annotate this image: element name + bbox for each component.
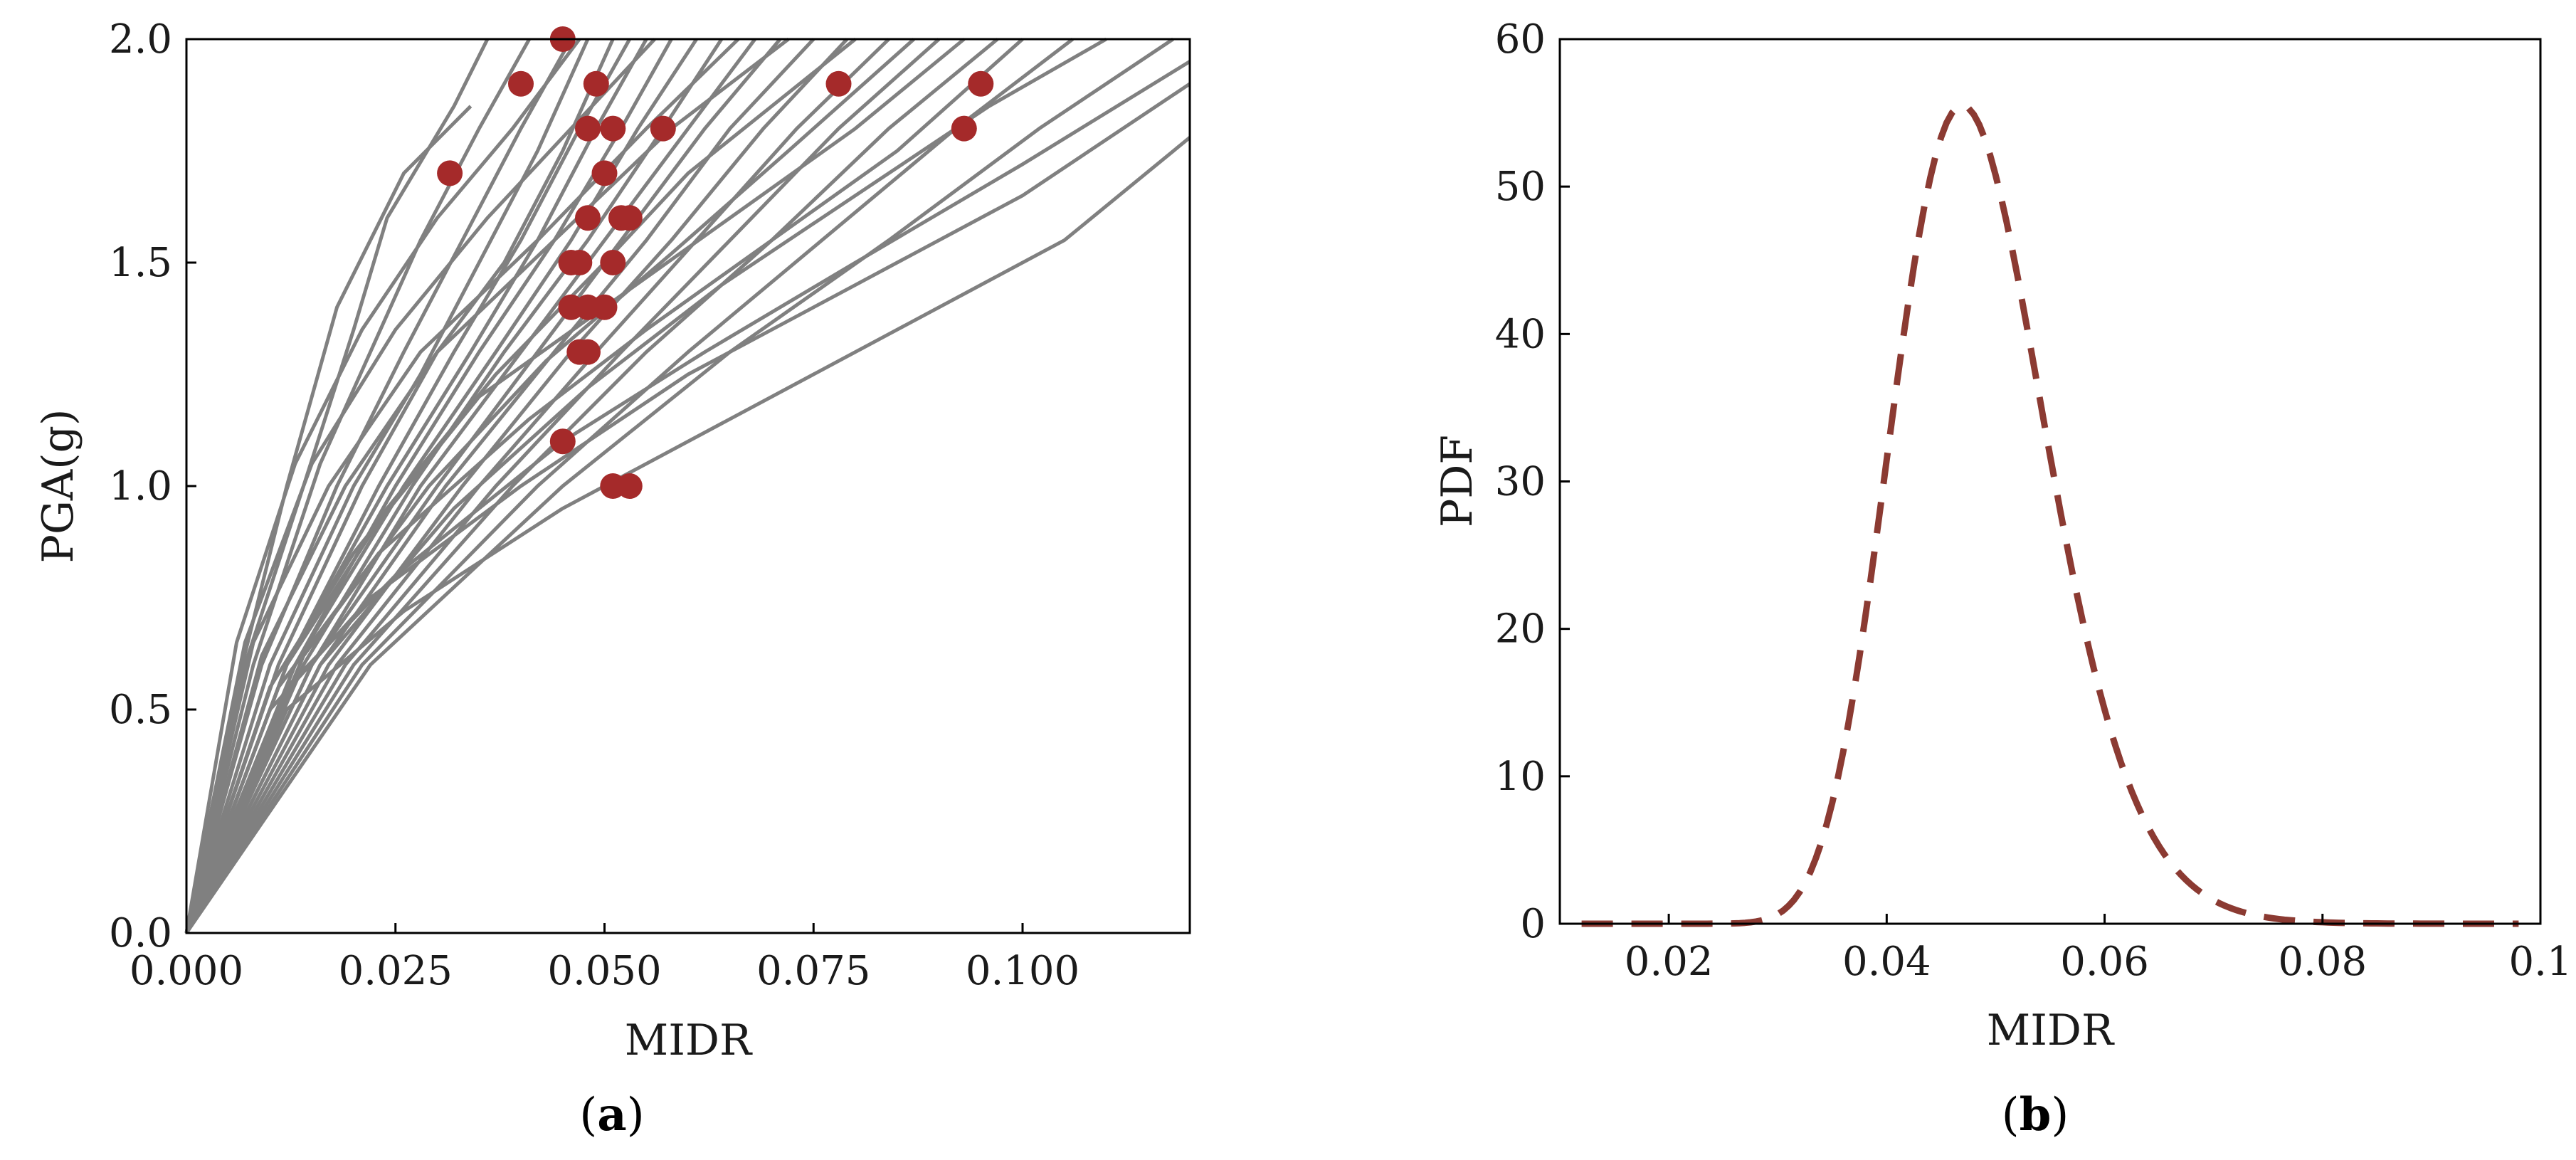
a-marker-22 xyxy=(650,115,676,142)
a-ida-curve-27 xyxy=(184,38,740,934)
a-x-axis: 0.000 0.025 0.050 0.075 0.100 xyxy=(130,923,1080,994)
a-ida-curve-24 xyxy=(184,38,1024,934)
a-marker-25 xyxy=(968,70,994,97)
a-ida-curve-28 xyxy=(184,38,656,934)
b-x-tick-label: 0.1 xyxy=(2508,939,2572,985)
a-x-tick-label: 0.075 xyxy=(756,948,870,994)
a-ida-curve-17 xyxy=(184,38,941,934)
a-ida-curve-25 xyxy=(184,38,966,934)
a-marker-18 xyxy=(575,339,601,365)
b-y-tick-label: 50 xyxy=(1495,164,1546,210)
a-ida-curve-3 xyxy=(184,38,531,934)
b-x-tick-label: 0.02 xyxy=(1625,939,1714,985)
a-marker-19 xyxy=(549,428,576,455)
a-marker-7 xyxy=(600,115,626,142)
a-marker-21 xyxy=(616,473,643,499)
a-ida-curve-2 xyxy=(184,38,490,934)
b-x-axis: 0.02 0.04 0.06 0.08 0.1 xyxy=(1625,914,2572,985)
a-ida-curve-4 xyxy=(184,38,573,934)
a-ida-curve-23 xyxy=(184,60,1191,934)
b-y-axis-label: PDF xyxy=(1432,435,1482,527)
b-plot-frame xyxy=(1558,38,2542,925)
a-panel-letter: a xyxy=(597,1088,626,1141)
a-marker-9 xyxy=(616,205,643,231)
b-y-tick-label: 0 xyxy=(1520,901,1546,947)
a-marker-13 xyxy=(600,250,626,275)
b-x-tick-label: 0.04 xyxy=(1842,939,1931,985)
a-ida-curve-21 xyxy=(184,82,1191,934)
a-ida-curve-31 xyxy=(184,38,915,934)
a-markers xyxy=(437,26,994,499)
a-marker-4 xyxy=(575,115,601,142)
a-marker-16 xyxy=(591,294,618,320)
a-marker-12 xyxy=(566,250,593,275)
a-marker-2 xyxy=(508,70,534,97)
a-marker-5 xyxy=(583,70,609,97)
a-marker-24 xyxy=(951,115,977,142)
b-x-tick-label: 0.08 xyxy=(2278,939,2367,985)
a-y-tick-label: 1.0 xyxy=(109,463,172,510)
panel-b-chart: 0.02 0.04 0.06 0.08 0.1 0 10 20 30 40 50 60 MIDR P… xyxy=(1432,16,2572,1141)
panel-a-chart: 0.000 0.025 0.050 0.075 0.100 0.0 0.5 1.0 1.5 2.… xyxy=(33,16,1191,1141)
a-y-tick-label: 2.0 xyxy=(109,16,172,63)
b-y-axis: 0 10 20 30 40 50 60 xyxy=(1495,16,1570,947)
a-marker-10 xyxy=(575,205,601,231)
a-x-tick-label: 0.100 xyxy=(966,948,1080,994)
b-panel-label: (b) xyxy=(2002,1088,2069,1141)
a-ida-curve-29 xyxy=(184,38,581,934)
a-ida-curve-26 xyxy=(184,38,857,934)
a-marker-23 xyxy=(825,70,852,97)
a-x-tick-label: 0.025 xyxy=(339,948,453,994)
a-x-axis-label: MIDR xyxy=(625,1016,753,1065)
b-x-tick-label: 0.06 xyxy=(2060,939,2149,985)
a-y-tick-label: 1.5 xyxy=(109,240,172,286)
a-ida-curve-20 xyxy=(184,37,1174,934)
a-ida-curve-8 xyxy=(184,38,648,934)
a-ida-curve-22 xyxy=(184,136,1191,934)
a-ida-curve-18 xyxy=(184,38,999,934)
b-pdf-line xyxy=(1581,102,2519,927)
b-y-tick-label: 40 xyxy=(1495,311,1546,357)
a-panel-label: (a) xyxy=(579,1088,644,1141)
a-marker-1 xyxy=(437,160,463,186)
b-x-axis-label: MIDR xyxy=(1987,1006,2115,1055)
b-y-tick-label: 30 xyxy=(1495,459,1546,505)
a-y-axis: 0.0 0.5 1.0 1.5 2.0 xyxy=(109,16,196,956)
b-panel-letter: b xyxy=(2020,1088,2052,1141)
a-y-tick-label: 0.5 xyxy=(109,687,172,733)
b-y-tick-label: 60 xyxy=(1495,16,1546,63)
a-y-axis-label: PGA(g) xyxy=(33,409,83,564)
a-x-tick-label: 0.050 xyxy=(547,948,661,994)
b-y-tick-label: 20 xyxy=(1495,606,1546,653)
a-y-tick-label: 0.0 xyxy=(109,910,172,956)
a-ida-curves xyxy=(184,37,1191,934)
a-ida-curve-32 xyxy=(184,37,1107,934)
b-y-tick-label: 10 xyxy=(1495,754,1546,800)
a-marker-6 xyxy=(591,160,618,186)
b-pdf-curve xyxy=(1581,102,2519,927)
a-x-tick-label: 0.000 xyxy=(130,948,243,994)
